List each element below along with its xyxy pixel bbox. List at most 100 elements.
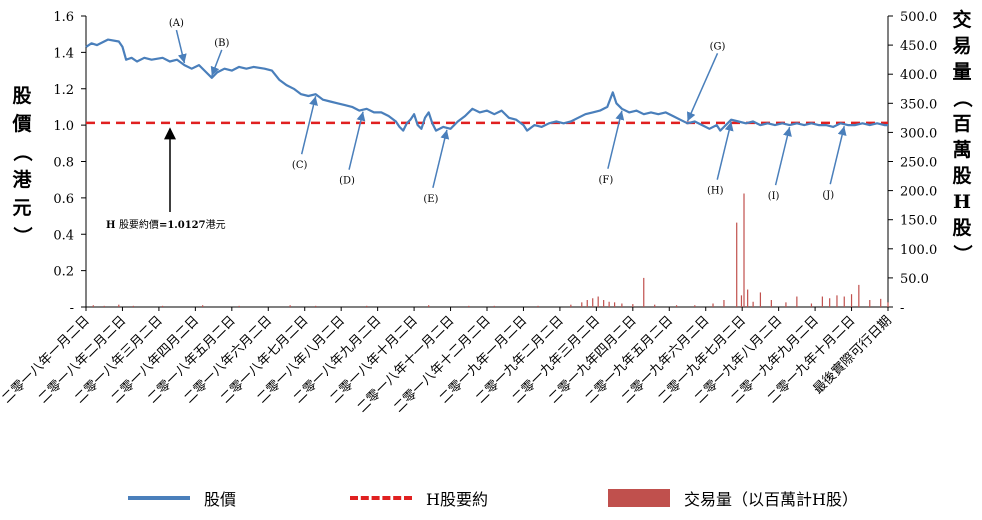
right-axis-title-char: 交 bbox=[952, 8, 971, 31]
left-tick-label: 1.0 bbox=[53, 119, 74, 134]
price-line bbox=[85, 38, 888, 132]
volume-bar bbox=[493, 305, 495, 307]
right-tick-label: 450.0 bbox=[900, 39, 937, 54]
volume-bar bbox=[315, 305, 317, 307]
annotation-arrow bbox=[300, 96, 318, 155]
offer-note-part: 港元 bbox=[206, 219, 226, 231]
right-tick-label: 150.0 bbox=[900, 214, 937, 229]
annotation-label: (A) bbox=[169, 18, 184, 29]
volume-bar bbox=[759, 292, 762, 307]
volume-bar bbox=[858, 284, 860, 307]
right-tick-label: - bbox=[900, 301, 904, 316]
volume-bar bbox=[675, 305, 678, 307]
volume-bar bbox=[736, 222, 738, 307]
volume-bar bbox=[289, 305, 291, 307]
right-tick-label: 200.0 bbox=[900, 185, 937, 200]
offer-note: H 股要約價=1.0127港元 bbox=[106, 218, 226, 231]
left-tick-label: 1.4 bbox=[53, 46, 74, 61]
right-axis-title-char: 萬 bbox=[952, 139, 971, 161]
volume-bar bbox=[608, 301, 610, 307]
right-axis-title-char: H bbox=[953, 191, 971, 213]
volume-bar bbox=[887, 302, 889, 307]
right-axis-title-char: 量 bbox=[952, 61, 971, 83]
annotation-label: (I) bbox=[768, 191, 780, 202]
left-tick-label: 0.8 bbox=[53, 156, 74, 171]
right-axis-title-char: 百 bbox=[952, 113, 971, 135]
volume-bar bbox=[621, 303, 623, 307]
right-tick-label: 350.0 bbox=[900, 97, 937, 112]
volume-bar bbox=[723, 300, 725, 307]
volume-bar bbox=[586, 300, 588, 307]
volume-bar bbox=[836, 295, 838, 307]
volume-bar bbox=[592, 298, 594, 307]
chart-plot: 1.6 1.4 1.2 1.0 0.8 0.6 0.4 0.2 - 500.0 450.0 400.0… bbox=[0, 8, 974, 416]
left-axis-title-char: ） bbox=[11, 226, 34, 245]
right-axis-title-char: 易 bbox=[952, 35, 971, 57]
left-tick-label: 0.4 bbox=[53, 228, 74, 243]
legend-swatch-volume bbox=[608, 489, 670, 507]
annotation-label: (C) bbox=[292, 160, 308, 171]
volume-bar bbox=[613, 302, 616, 307]
volume-bar bbox=[796, 296, 798, 307]
left-tick-label: 1.6 bbox=[53, 10, 74, 25]
volume-bar bbox=[850, 294, 853, 307]
annotation-label: (E) bbox=[423, 194, 438, 205]
right-tick-label: 50.0 bbox=[900, 272, 929, 287]
volume-bar bbox=[570, 304, 572, 307]
volume-bar bbox=[366, 305, 368, 307]
legend-label-price: 股價 bbox=[204, 490, 237, 509]
volume-bar bbox=[770, 300, 772, 307]
volume-bar bbox=[712, 303, 714, 307]
volume-bar bbox=[747, 289, 749, 307]
volume-bar bbox=[161, 305, 164, 307]
annotation-arrow bbox=[829, 126, 847, 185]
volume-bar bbox=[869, 300, 871, 307]
legend-swatch-offer bbox=[350, 496, 412, 500]
right-axis-title-char: 股 bbox=[952, 165, 971, 187]
legend-swatch-price bbox=[128, 496, 190, 500]
volume-bar bbox=[202, 305, 204, 307]
annotation-arrow bbox=[774, 126, 792, 186]
left-axis-title-char: 價 bbox=[11, 112, 32, 135]
right-axis-title-char: 股 bbox=[952, 217, 971, 239]
volume-bar bbox=[843, 296, 845, 307]
legend-item-offer: H股要約 bbox=[350, 483, 488, 513]
volume-bar bbox=[537, 305, 539, 307]
annotation-label: (F) bbox=[599, 175, 614, 186]
annotation-arrow bbox=[686, 53, 719, 122]
right-tick-label: 300.0 bbox=[900, 126, 937, 141]
right-axis-title-char: ） bbox=[951, 244, 974, 263]
annotation-label: (G) bbox=[710, 41, 726, 52]
volume-bar bbox=[694, 305, 696, 307]
right-tick-label: 250.0 bbox=[900, 156, 937, 171]
annotation-arrow bbox=[348, 111, 366, 170]
legend: 股價 H股要約 交易量（以百萬計H股） bbox=[0, 483, 982, 513]
annotation-label: (H) bbox=[707, 186, 724, 197]
offer-note-part: H bbox=[106, 220, 119, 231]
volume-bar bbox=[880, 298, 882, 307]
volume-bar bbox=[785, 302, 787, 307]
left-tick-label: 0.2 bbox=[53, 265, 74, 280]
right-axis-title-char: （ bbox=[951, 88, 974, 107]
volume-bar bbox=[118, 304, 120, 307]
annotation-arrow bbox=[716, 121, 734, 180]
volume-bar bbox=[810, 303, 813, 307]
volume-bar bbox=[581, 302, 583, 307]
left-axis-title-char: 港 bbox=[12, 169, 32, 191]
volume-bar bbox=[103, 305, 105, 307]
legend-label-offer: H股要約 bbox=[426, 490, 488, 509]
offer-note-part: =1.0127 bbox=[159, 220, 206, 231]
legend-label-volume: 交易量（以百萬計H股） bbox=[684, 490, 858, 509]
volume-bar bbox=[132, 305, 134, 307]
offer-note-part: 股要約價 bbox=[119, 218, 159, 231]
volume-bar bbox=[643, 277, 645, 307]
volume-bar bbox=[468, 305, 470, 307]
annotation-label: (D) bbox=[339, 176, 355, 187]
annotation-arrow bbox=[607, 110, 625, 169]
volume-bar bbox=[654, 304, 656, 307]
volume-bar bbox=[603, 300, 605, 307]
annotation-arrow bbox=[175, 29, 187, 64]
volume-bar bbox=[821, 296, 823, 307]
volume-bar bbox=[740, 295, 743, 307]
volume-bar bbox=[428, 305, 430, 307]
